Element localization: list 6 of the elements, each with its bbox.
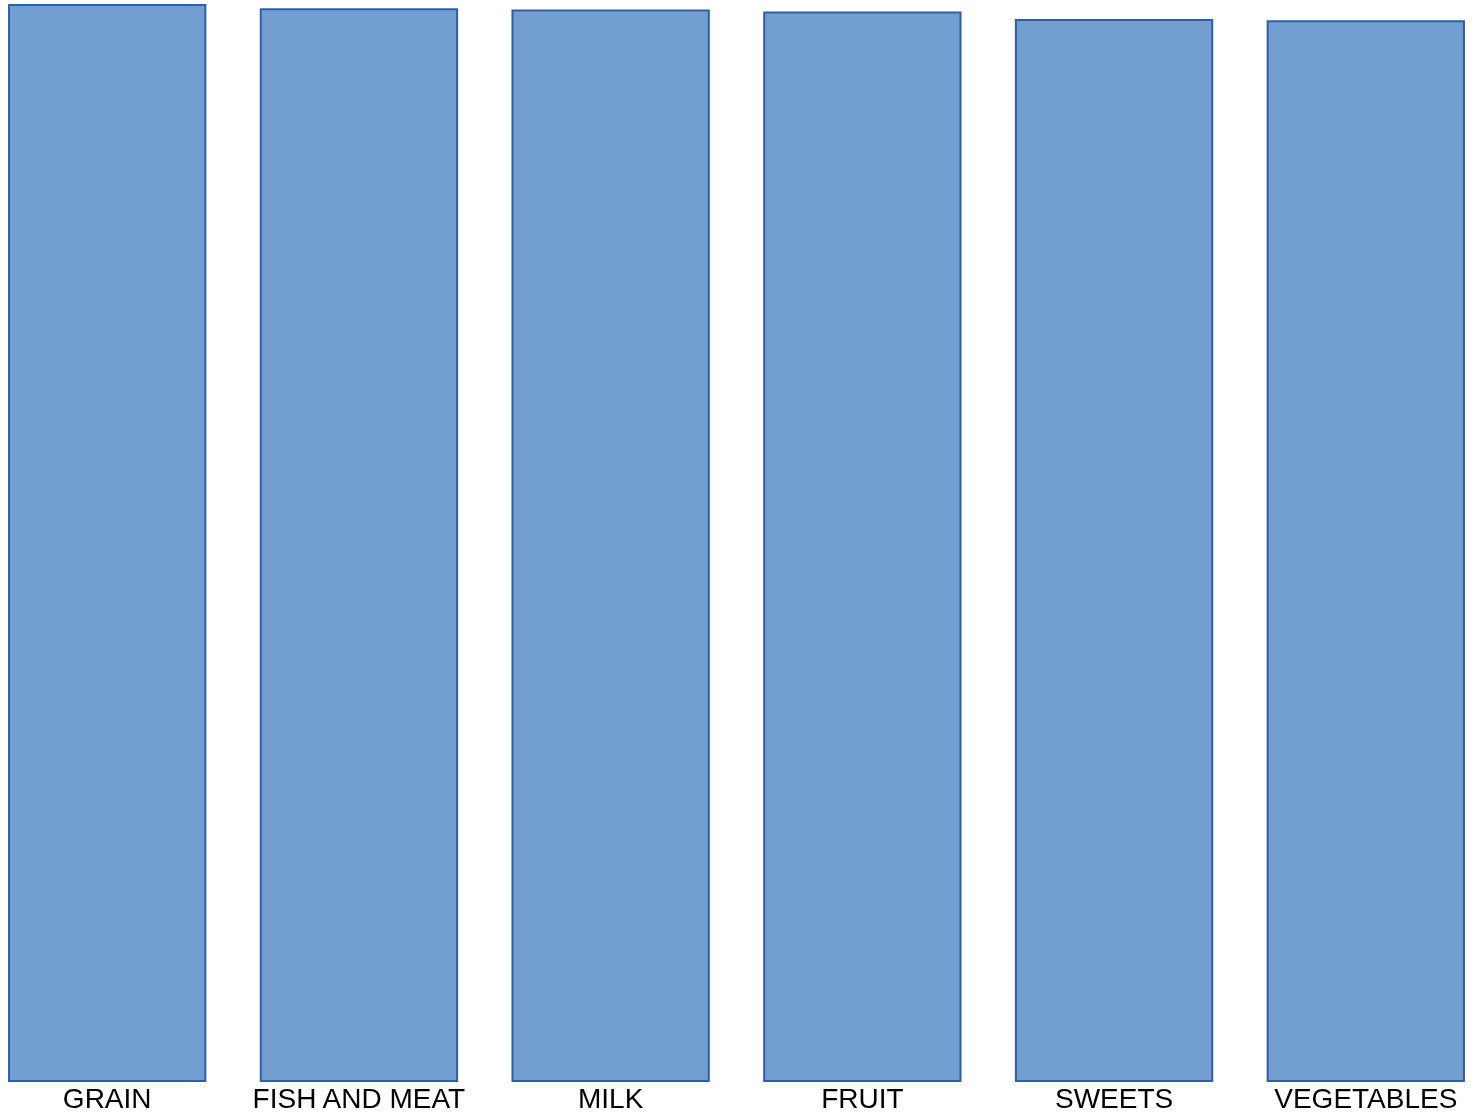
x-tick-label: MILK <box>577 1082 644 1114</box>
x-tick-label: GRAIN <box>62 1082 152 1114</box>
x-tick-label: SWEETS <box>1054 1082 1174 1114</box>
x-tick-label: FRUIT <box>821 1082 904 1114</box>
x-tick-label: VEGETABLES <box>1274 1082 1458 1114</box>
x-tick-label: FISH AND MEAT <box>252 1082 466 1114</box>
